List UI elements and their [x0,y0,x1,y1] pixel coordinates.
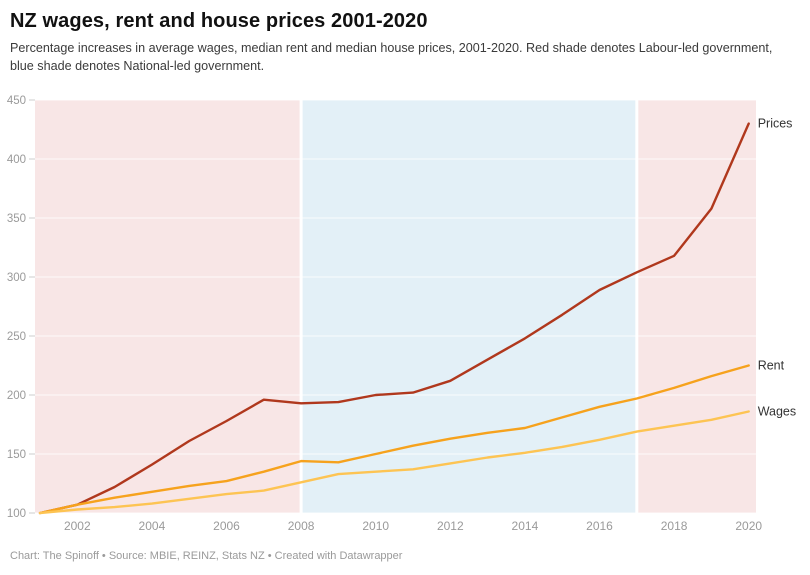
chart-footer: Chart: The Spinoff • Source: MBIE, REINZ… [10,550,403,562]
series-label-prices: Prices [758,117,793,131]
x-tick-label: 2012 [437,519,464,533]
x-tick-label: 2014 [512,519,539,533]
series-line-prices [38,122,750,515]
chart-subtitle: Percentage increases in average wages, m… [10,41,773,73]
x-tick-label: 2002 [64,519,91,533]
y-tick-label: 100 [7,508,26,520]
y-tick-label: 250 [7,331,26,343]
y-tick-label: 150 [7,449,26,461]
era-band-labour [638,100,756,513]
y-tick-label: 350 [7,213,26,225]
x-tick-label: 2010 [362,519,389,533]
chart-canvas: 100 150 200 250 300 350 400 450 2002 2004 2006 2008… [7,95,796,533]
line-chart: 100 150 200 250 300 350 400 450 2002 2004 2006 2008… [0,90,810,548]
series-label-wages: Wages [758,405,796,419]
series-line-wages [38,410,750,515]
y-tick-label: 400 [7,154,26,166]
series-line-rent [38,364,750,515]
x-tick-label: 2004 [139,519,166,533]
x-tick-label: 2018 [661,519,688,533]
x-tick-label: 2006 [213,519,240,533]
x-tick-label: 2016 [586,519,613,533]
y-tick-label: 200 [7,390,26,402]
series-label-rent: Rent [758,359,785,373]
x-tick-label: 2008 [288,519,315,533]
chart-header: NZ wages, rent and house prices 2001-202… [0,0,810,76]
y-tick-label: 450 [7,95,26,107]
chart-title: NZ wages, rent and house prices 2001-202… [10,10,428,32]
x-tick-label: 2020 [735,519,762,533]
y-tick-label: 300 [7,272,26,284]
era-band-labour [35,100,300,513]
era-band-national [302,100,636,513]
